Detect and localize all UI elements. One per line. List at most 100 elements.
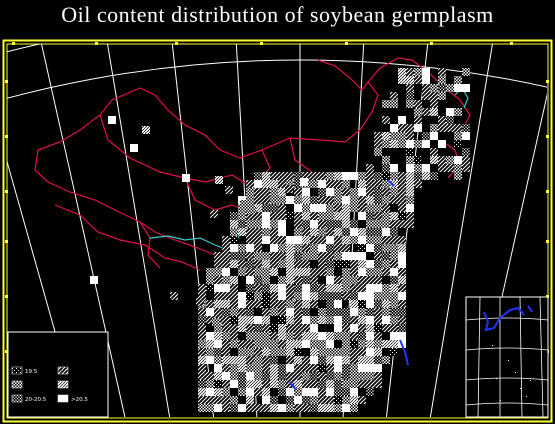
data-cell <box>310 276 318 284</box>
data-cell <box>462 156 470 164</box>
data-cell <box>210 210 218 218</box>
data-cell <box>414 164 422 172</box>
data-cell <box>240 200 248 208</box>
data-cell <box>262 340 270 348</box>
data-cell <box>206 356 214 364</box>
data-cell <box>326 284 334 292</box>
data-cell <box>206 300 214 308</box>
data-cell <box>358 188 366 196</box>
data-cell <box>374 316 382 324</box>
frame-tick <box>175 42 178 45</box>
data-cell <box>286 236 294 244</box>
data-cell <box>334 212 342 220</box>
data-cell <box>382 236 390 244</box>
data-cell <box>318 260 326 268</box>
frame-tick <box>510 42 513 45</box>
frame-tick <box>5 350 8 353</box>
data-cell <box>300 178 308 186</box>
data-cell <box>342 340 350 348</box>
data-cell <box>230 356 238 364</box>
data-cell <box>270 300 278 308</box>
data-cell <box>294 276 302 284</box>
data-cell <box>430 92 438 100</box>
data-cell <box>398 276 406 284</box>
data-cell <box>262 364 270 372</box>
data-cell <box>286 388 294 396</box>
data-cell <box>222 404 230 412</box>
data-cell <box>398 324 406 332</box>
data-cell <box>310 300 318 308</box>
data-cell <box>246 356 254 364</box>
data-cell <box>390 316 398 324</box>
data-cell <box>366 228 374 236</box>
data-cell <box>438 116 446 124</box>
data-cell <box>222 236 230 244</box>
data-cell <box>398 236 406 244</box>
data-cell <box>318 396 326 404</box>
data-cell <box>278 308 286 316</box>
data-cell <box>390 132 398 140</box>
data-cell <box>214 300 222 308</box>
data-cell <box>254 356 262 364</box>
data-cell <box>262 252 270 260</box>
legend-swatch <box>57 366 69 375</box>
data-cell <box>262 180 270 188</box>
data-cell <box>214 380 222 388</box>
data-cell <box>230 220 238 228</box>
meridian-line <box>474 93 547 417</box>
data-cell <box>310 252 318 260</box>
data-cell <box>374 228 382 236</box>
data-cell <box>414 172 422 180</box>
data-cell <box>246 348 254 356</box>
data-cell <box>294 172 302 180</box>
data-cell <box>198 396 206 404</box>
data-cell <box>318 372 326 380</box>
data-cell <box>326 196 334 204</box>
data-cell <box>302 284 310 292</box>
data-cell <box>294 340 302 348</box>
data-cell <box>214 324 222 332</box>
data-cell <box>366 268 374 276</box>
data-cell <box>214 372 222 380</box>
data-cell <box>390 196 398 204</box>
data-cell <box>318 220 326 228</box>
data-cell <box>246 396 254 404</box>
data-cell <box>326 364 334 372</box>
data-cell <box>254 228 262 236</box>
data-cell <box>398 204 406 212</box>
data-cell <box>446 84 454 92</box>
data-cell <box>318 180 326 188</box>
data-cell <box>294 324 302 332</box>
data-cell <box>358 204 366 212</box>
data-cell <box>398 140 406 148</box>
data-cell <box>358 372 366 380</box>
data-cell <box>254 180 262 188</box>
data-cell <box>278 372 286 380</box>
data-cell <box>270 348 278 356</box>
data-cell <box>374 380 382 388</box>
data-cell <box>222 388 230 396</box>
data-cell <box>278 316 286 324</box>
data-cell <box>294 364 302 372</box>
data-cell <box>230 332 238 340</box>
data-cell <box>406 92 414 100</box>
data-cell <box>230 228 238 236</box>
data-cell <box>294 292 302 300</box>
data-cell <box>342 244 350 252</box>
data-cell <box>206 308 214 316</box>
data-cell <box>222 372 230 380</box>
data-cell <box>342 380 350 388</box>
data-cell <box>246 228 254 236</box>
data-cell <box>398 180 406 188</box>
data-cell <box>294 252 302 260</box>
meridian-line <box>171 44 215 417</box>
data-cell <box>170 292 178 300</box>
data-cell <box>238 292 246 300</box>
data-cell <box>246 388 254 396</box>
data-cell <box>262 292 270 300</box>
data-cell <box>310 212 318 220</box>
data-cell <box>326 340 334 348</box>
data-cell <box>294 268 302 276</box>
data-cell <box>278 204 286 212</box>
data-cell <box>366 308 374 316</box>
